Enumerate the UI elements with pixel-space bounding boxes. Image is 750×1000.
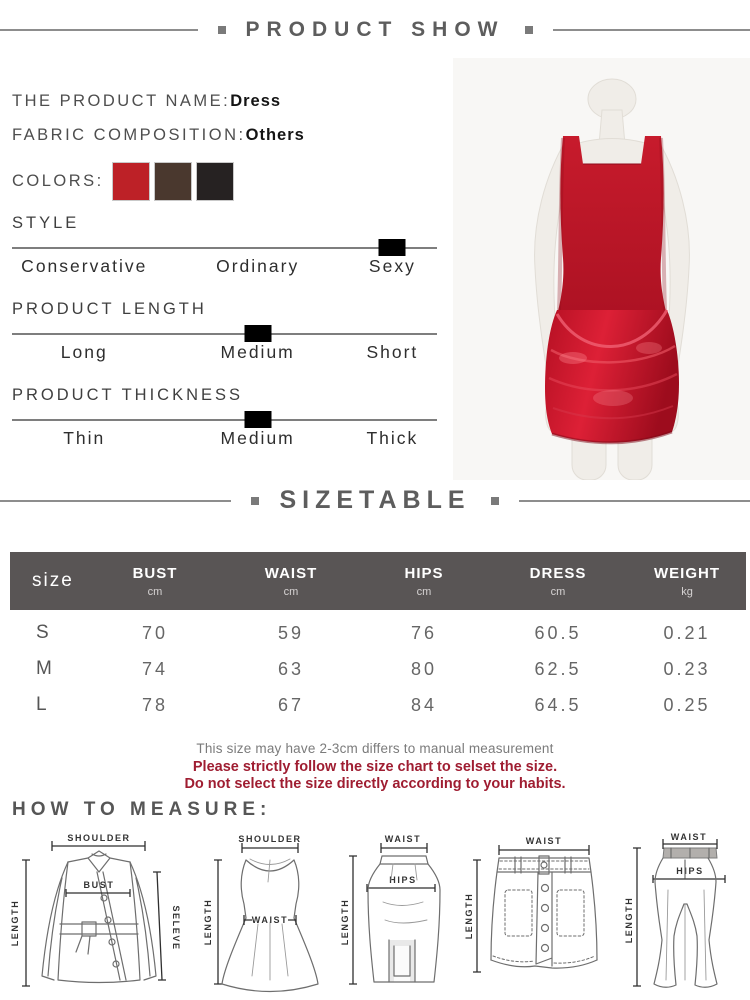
divider-line xyxy=(518,499,750,502)
column-header-hips: HIPS cm xyxy=(404,564,444,598)
column-header-bust: BUST cm xyxy=(132,564,178,598)
section-title: SIZETABLE xyxy=(279,486,471,514)
hips-label: HIPS xyxy=(676,866,703,876)
thickness-heading: PRODUCT THICKNESS xyxy=(12,386,244,404)
color-swatch-black xyxy=(195,162,234,201)
colors-label: COLORS: xyxy=(12,172,104,190)
length-label: LENGTH xyxy=(10,900,20,947)
fabric-row: FABRIC COMPOSITION:Others xyxy=(12,126,305,145)
length-label: LENGTH xyxy=(340,899,350,946)
dress-skirt xyxy=(545,310,679,443)
length-label: LENGTH xyxy=(624,897,634,944)
sleeve-label: SELEVE xyxy=(171,905,181,950)
color-swatch-brown xyxy=(153,162,192,201)
column-header-waist: WAIST cm xyxy=(264,564,318,598)
fabric-value: Others xyxy=(245,126,305,144)
product-name-value: Dress xyxy=(230,92,282,110)
size-table-body: S 70 59 76 60.5 0.21 M 74 63 80 62.5 0.23 L 78 67 84 6… xyxy=(10,610,746,723)
style-heading: STYLE xyxy=(12,214,80,232)
pencil-skirt-outline xyxy=(367,855,441,983)
length-heading: PRODUCT LENGTH xyxy=(12,300,207,318)
length-attribute: PRODUCT LENGTH Long Medium Short xyxy=(12,300,437,366)
square-bullet-icon xyxy=(490,496,499,505)
colors-row: COLORS: xyxy=(12,162,238,201)
divider-line xyxy=(0,499,232,502)
length-marker xyxy=(244,325,272,342)
style-option: Conservative xyxy=(21,256,148,276)
bust-label: BUST xyxy=(84,880,115,890)
jacket-diagram: SHOULDER LENGTH SELEVE BUST xyxy=(10,833,181,987)
square-bullet-icon xyxy=(251,496,260,505)
length-label: LENGTH xyxy=(203,899,213,946)
thickness-option: Thick xyxy=(366,428,419,448)
measure-diagrams: SHOULDER LENGTH SELEVE BUST SHOULDER xyxy=(2,830,748,998)
size-warning-line1: Please strictly follow the size chart to… xyxy=(192,759,558,775)
size-notes: This size may have 2-3cm differs to manu… xyxy=(0,741,750,792)
waist-label: WAIST xyxy=(251,915,288,925)
thickness-option: Thin xyxy=(63,428,106,448)
length-option: Long xyxy=(60,342,108,362)
how-to-measure-title: HOW TO MEASURE: xyxy=(12,799,272,820)
divider-line xyxy=(0,29,198,31)
product-show-header: PRODUCT SHOW xyxy=(0,18,750,42)
style-option: Sexy xyxy=(368,256,416,276)
column-header-dress: DRESS cm xyxy=(529,564,587,598)
measure-tolerance-note: This size may have 2-3cm differs to manu… xyxy=(196,741,554,756)
size-table: size BUST cm WAIST cm HIPS cm DRESS cm WEIGH… xyxy=(10,552,746,723)
dress xyxy=(545,136,679,445)
table-row: L 78 67 84 64.5 0.25 xyxy=(36,694,711,715)
section-title: PRODUCT SHOW xyxy=(245,18,505,41)
table-row: S 70 59 76 60.5 0.21 xyxy=(36,622,711,643)
style-attribute: STYLE Conservative Ordinary Sexy xyxy=(12,214,437,280)
size-table-head: size BUST cm WAIST cm HIPS cm DRESS cm WEIGH… xyxy=(10,552,746,610)
pants-diagram: WAIST LENGTH HIPS xyxy=(624,832,726,988)
thickness-option: Medium xyxy=(220,428,295,448)
length-option: Medium xyxy=(220,342,295,362)
column-header-size: size xyxy=(32,570,74,591)
divider-line xyxy=(552,29,750,31)
style-scale xyxy=(12,239,437,256)
square-bullet-icon xyxy=(217,26,226,34)
fabric-label: FABRIC COMPOSITION: xyxy=(12,126,246,144)
style-marker xyxy=(378,239,406,256)
shoulder-label: SHOULDER xyxy=(67,833,130,843)
length-options: Long Medium Short xyxy=(12,342,437,366)
dress-outline xyxy=(220,858,319,993)
waist-label: WAIST xyxy=(525,836,562,846)
product-name-row: THE PRODUCT NAME:Dress xyxy=(12,92,281,111)
sizetable-header: SIZETABLE xyxy=(0,486,750,515)
jacket-outline xyxy=(41,850,157,984)
style-options: Conservative Ordinary Sexy xyxy=(12,256,437,280)
table-row: M 74 63 80 62.5 0.23 xyxy=(36,658,711,679)
length-label: LENGTH xyxy=(465,893,474,940)
column-header-weight: WEIGHT kg xyxy=(654,564,720,598)
waist-label: WAIST xyxy=(671,832,708,842)
thickness-options: Thin Medium Thick xyxy=(12,428,437,452)
dress-bodice xyxy=(557,136,667,316)
waist-label: WAIST xyxy=(385,834,422,844)
thickness-marker xyxy=(244,411,272,428)
length-option: Short xyxy=(366,342,419,362)
mini-skirt-diagram: WAIST LENGTH xyxy=(465,836,598,973)
product-photo xyxy=(453,58,750,480)
mini-skirt-outline xyxy=(489,855,598,969)
product-name-label: THE PRODUCT NAME: xyxy=(12,92,231,110)
color-swatch-red xyxy=(111,162,150,201)
pants-outline xyxy=(653,847,718,988)
hips-label: HIPS xyxy=(389,875,416,885)
dress-diagram: SHOULDER LENGTH WAIST xyxy=(203,834,319,993)
size-warning-line2: Do not select the size directly accordin… xyxy=(184,775,566,792)
thickness-scale xyxy=(12,411,437,428)
shoulder-label: SHOULDER xyxy=(238,834,301,844)
length-scale xyxy=(12,325,437,342)
pencil-skirt-diagram: WAIST LENGTH HIPS xyxy=(340,834,441,985)
style-option: Ordinary xyxy=(216,256,300,276)
thickness-attribute: PRODUCT THICKNESS Thin Medium Thick xyxy=(12,386,437,452)
square-bullet-icon xyxy=(524,26,533,34)
